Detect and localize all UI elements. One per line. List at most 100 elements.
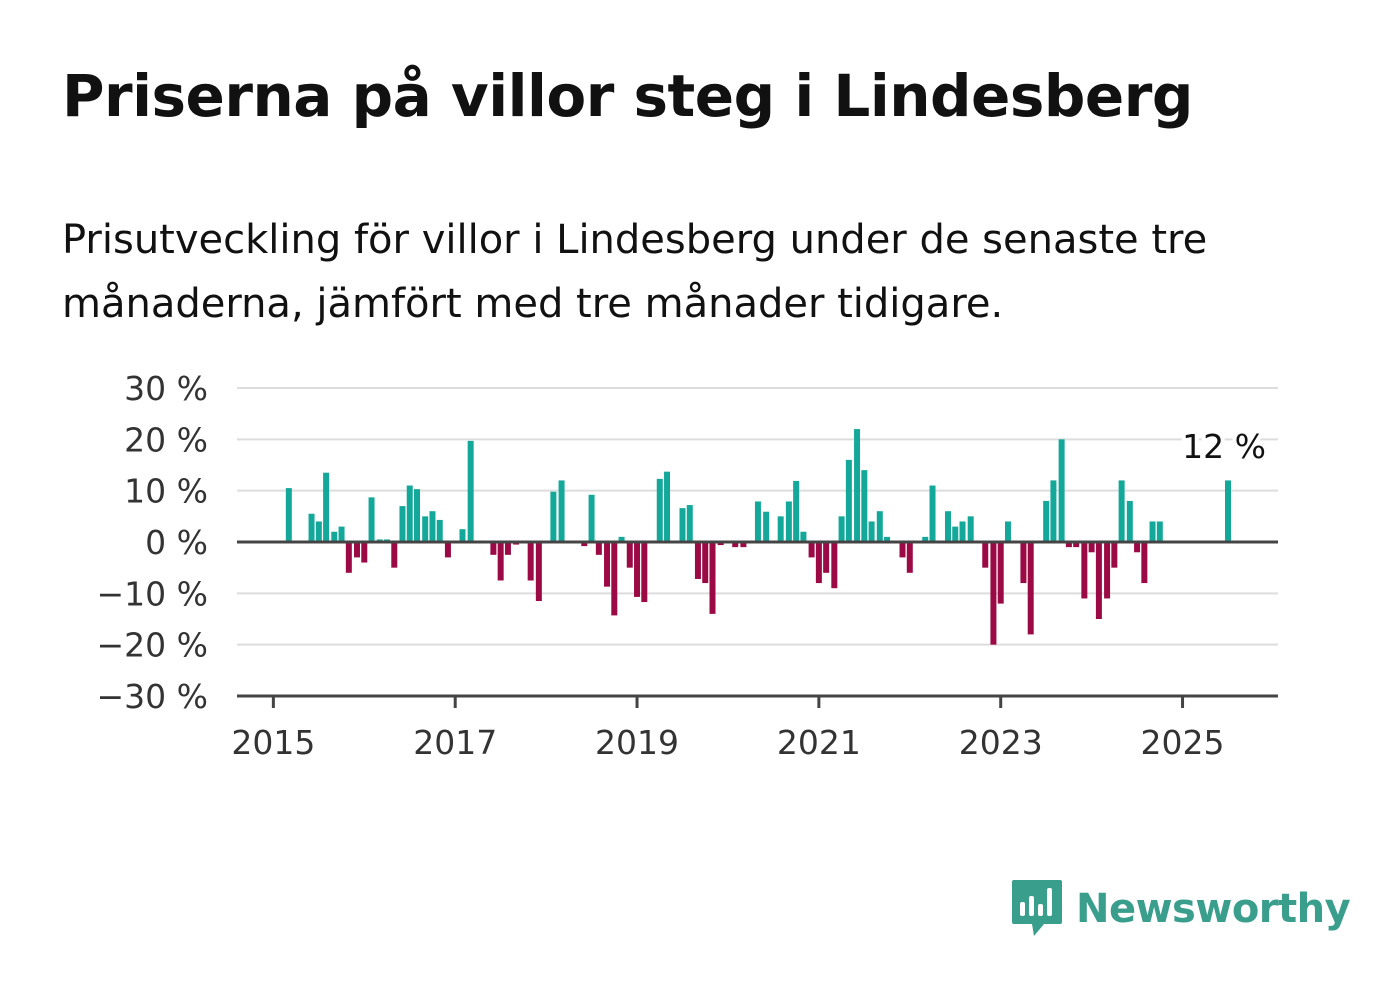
bar — [345, 542, 352, 573]
brand-name: Newsworthy — [1076, 886, 1351, 932]
bar — [876, 511, 883, 542]
bar — [527, 542, 534, 581]
bar — [906, 542, 913, 573]
bar — [641, 542, 648, 603]
y-tick-label: −30 % — [97, 677, 209, 716]
bar — [967, 516, 974, 542]
y-tick-label: −10 % — [97, 574, 209, 613]
bar — [868, 521, 875, 542]
bar — [315, 521, 322, 542]
bar — [467, 440, 474, 542]
bar — [429, 511, 436, 542]
bar — [959, 521, 966, 542]
bar — [1156, 521, 1163, 542]
bar — [1118, 480, 1125, 542]
bar — [618, 536, 625, 542]
bar — [808, 542, 815, 558]
bar — [422, 516, 429, 542]
bar — [595, 542, 602, 555]
bar — [679, 508, 686, 542]
bar — [323, 472, 330, 542]
bar — [815, 542, 822, 584]
bar — [1020, 542, 1027, 584]
bar — [1088, 542, 1095, 553]
bar — [922, 536, 929, 542]
bar — [1111, 542, 1118, 568]
bar — [331, 531, 338, 542]
axes — [237, 540, 1278, 708]
bar — [1043, 500, 1050, 542]
bar — [793, 480, 800, 542]
y-tick-label: 30 % — [124, 369, 208, 408]
bar — [740, 542, 747, 548]
bar — [634, 542, 641, 597]
bar — [1004, 521, 1011, 542]
bar — [823, 542, 830, 573]
bar — [490, 542, 497, 555]
bar — [861, 470, 868, 542]
bar — [694, 542, 701, 579]
y-tick-label: 20 % — [124, 420, 208, 459]
bar — [354, 542, 361, 558]
bar — [414, 489, 421, 542]
bar — [361, 542, 368, 563]
bar — [929, 485, 936, 542]
bar — [1126, 500, 1133, 542]
bar — [611, 542, 618, 616]
bar — [763, 511, 770, 542]
bar — [1073, 542, 1080, 548]
bar — [952, 526, 959, 542]
bar — [702, 542, 709, 584]
bar — [308, 513, 315, 542]
bar — [626, 542, 633, 568]
tick-labels: 30 % 20 % 10 % 0 % −10 % −20 % −30 % 2015 2017 20… — [97, 369, 1271, 762]
chart-subtitle: Prisutveckling för villor i Lindesberg u… — [62, 217, 1208, 327]
bar — [1050, 480, 1057, 542]
bar — [717, 542, 724, 546]
bar — [1134, 542, 1141, 553]
bar — [1224, 480, 1231, 542]
bar — [604, 542, 611, 587]
bar — [399, 506, 406, 542]
bar — [664, 471, 671, 542]
bar — [800, 531, 807, 542]
bar — [459, 529, 466, 542]
bar — [285, 488, 292, 542]
bar — [785, 501, 792, 542]
bar — [391, 542, 398, 568]
bar — [1058, 439, 1065, 542]
bar — [550, 491, 557, 542]
bar — [1104, 542, 1111, 599]
bar — [581, 542, 588, 547]
bar — [504, 542, 511, 555]
y-tick-label: 0 % — [145, 523, 208, 562]
x-tick-label: 2019 — [595, 723, 679, 762]
bar — [656, 478, 663, 542]
bar — [845, 459, 852, 542]
x-tick-label: 2017 — [413, 723, 497, 762]
bar — [1149, 521, 1156, 542]
bar — [1081, 542, 1088, 599]
bar — [997, 542, 1004, 604]
bar — [368, 497, 375, 542]
bar — [558, 480, 565, 542]
bar — [884, 536, 891, 542]
bar — [1095, 542, 1102, 619]
bar — [838, 516, 845, 542]
chart-title: Priserna på villor steg i Lindesberg — [62, 62, 1193, 130]
bar — [831, 542, 838, 589]
bar — [535, 542, 542, 602]
x-tick-label: 2025 — [1141, 723, 1225, 762]
bars — [285, 429, 1231, 645]
bar — [1065, 542, 1072, 548]
bar — [1027, 542, 1034, 635]
bar — [406, 485, 413, 542]
bar — [754, 501, 761, 542]
bar — [982, 542, 989, 568]
bar — [338, 526, 345, 542]
bar — [990, 542, 997, 645]
bar — [899, 542, 906, 558]
bar — [588, 494, 595, 542]
newsworthy-logo-icon — [1012, 880, 1062, 936]
bar — [854, 429, 861, 542]
